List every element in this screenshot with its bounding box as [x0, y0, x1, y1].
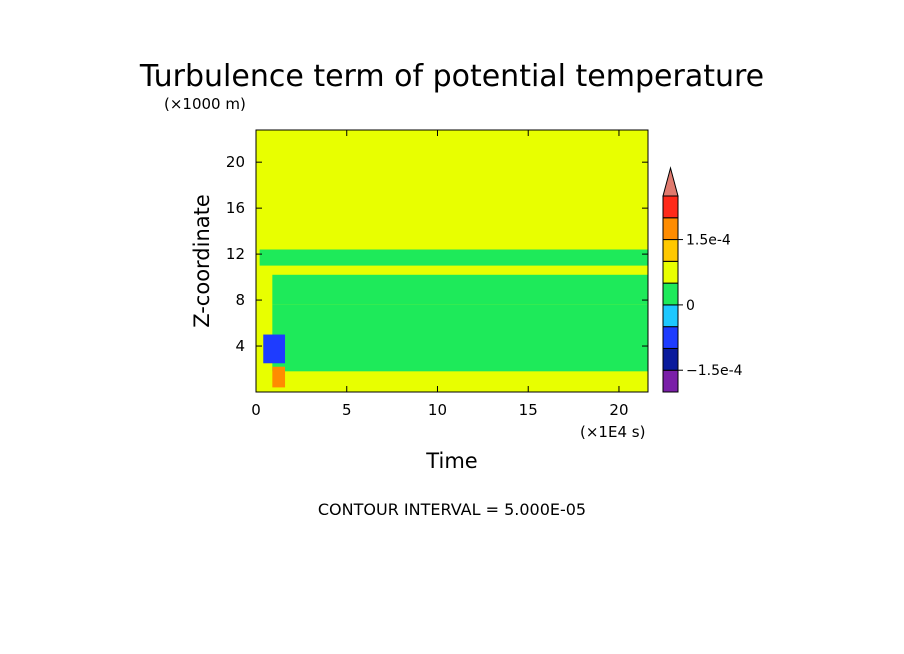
x-axis-label: Time: [425, 449, 477, 473]
contour-region-2: [272, 274, 648, 305]
x-tick-label: 5: [342, 401, 352, 419]
colorbar-tick-label: 1.5e-4: [686, 233, 731, 249]
colorbar-extend-arrow: [662, 166, 679, 197]
contour-field: [259, 249, 648, 388]
y-tick-label: 8: [235, 291, 245, 309]
contour-region-5: [272, 366, 286, 388]
y-scale-note: (×1000 m): [164, 95, 246, 113]
y-axis: 4 8 12 16 20: [226, 153, 648, 355]
colorbar-bin: [662, 217, 679, 241]
colorbar: 1.5e-4 0 −1.5e-4: [662, 166, 743, 393]
colorbar-bin: [662, 326, 679, 349]
x-tick-label: 15: [519, 401, 538, 419]
colorbar-bin: [662, 304, 679, 328]
colorbar-bin: [662, 282, 679, 306]
x-tick-label: 20: [609, 401, 628, 419]
colorbar-bin: [662, 260, 679, 284]
colorbar-tick-label: −1.5e-4: [686, 363, 743, 379]
x-tick-label: 10: [428, 401, 447, 419]
x-scale-note: (×1E4 s): [580, 423, 645, 441]
y-tick-label: 16: [226, 199, 245, 217]
colorbar-tick-label: 0: [686, 298, 695, 314]
contour-region-4: [263, 334, 286, 364]
y-tick-label: 12: [226, 245, 245, 263]
colorbar-bin: [662, 369, 679, 393]
y-axis-label: Z-coordinate: [190, 194, 214, 328]
contour-interval-label: CONTOUR INTERVAL = 5.000E-05: [318, 500, 586, 519]
colorbar-bin: [662, 347, 679, 371]
chart-title: Turbulence term of potential temperature: [139, 59, 764, 94]
x-axis: 0 5 10 15 20: [251, 130, 629, 419]
plot-frame: [255, 129, 649, 393]
plot-area: [255, 129, 649, 393]
colorbar-bin: [662, 239, 679, 262]
x-tick-label: 0: [251, 401, 261, 419]
contour-region-3: [272, 304, 648, 372]
contour-region-1: [259, 249, 648, 266]
colorbar-bin: [662, 195, 679, 219]
y-tick-label: 20: [226, 153, 245, 171]
y-tick-label: 4: [235, 337, 245, 355]
